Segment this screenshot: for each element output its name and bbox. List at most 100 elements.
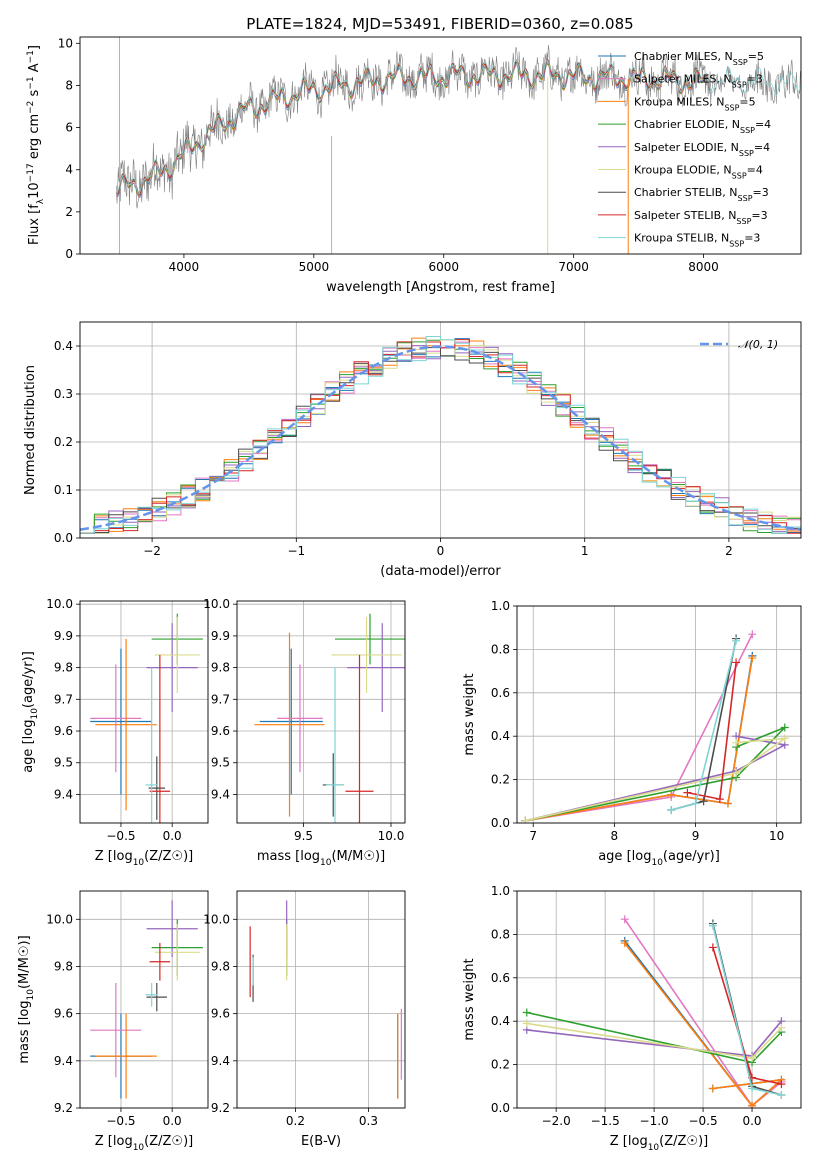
x-tick-label: 6000: [428, 260, 459, 274]
legend-label: Kroupa STELIB, NSSP=3: [634, 232, 760, 249]
y-tick-label: 0.6: [491, 971, 510, 985]
y-tick-label: 0: [65, 247, 73, 261]
chart-age-vs-metallicity: −0.5 0.09.49.59.69.79.89.910.0Z [log10(Z/…: [21, 597, 209, 868]
x-axis-label: E(B-V): [301, 1134, 341, 1149]
label-sub: 10: [133, 1143, 145, 1153]
axes-frame: [79, 36, 802, 255]
plot-area: [249, 900, 402, 1099]
data-point-marker: [708, 1084, 717, 1093]
figure-title: PLATE=1824, MJD=53491, FIBERID=0360, z=0…: [246, 15, 633, 33]
label-text: (age/yr)]: [21, 651, 36, 708]
data-point-marker: [691, 799, 700, 808]
legend-text: =3: [753, 186, 769, 199]
data-point-marker: [708, 943, 717, 952]
y-tick-label: 9.8: [54, 661, 73, 675]
plot-area: [90, 613, 203, 823]
y-axis-label: mass [log10(M/M☉)]: [17, 935, 36, 1063]
legend-text: =4: [754, 141, 770, 154]
data-point-marker: [748, 1084, 757, 1093]
x-tick-label: −0.5: [688, 1114, 717, 1128]
label-text: Z [log: [95, 849, 133, 864]
data-point-marker: [708, 921, 717, 930]
plot-area: [254, 613, 405, 823]
legend-label: Salpeter MILES, NSSP=3: [634, 73, 763, 90]
y-tick-label: 9.6: [211, 724, 230, 738]
x-tick-label: 10: [769, 829, 784, 843]
chart-age-vs-mass: 9.5 10.0 9.4 9.5 9.6 9.7 9.8 9.9 10.0 mass [log10…: [203, 597, 406, 868]
y-tick-label: 0.2: [491, 1058, 510, 1072]
y-tick-label: 9.7: [211, 692, 230, 706]
legend-sub: SSP: [729, 239, 744, 248]
legend-sub: SSP: [738, 194, 753, 203]
legend-sub: SSP: [732, 80, 747, 89]
y-tick-label: 10: [58, 36, 73, 50]
series-line: [524, 737, 788, 822]
label-sub: 10: [648, 1143, 660, 1153]
plot-area: [522, 915, 786, 1108]
x-tick-label: 0.0: [163, 829, 182, 843]
y-tick-label: 0.0: [54, 531, 73, 545]
chart-spectrum: 4000 5000 6000 7000 8000 0 2 4 6 8 10 wavelength [A…: [26, 36, 802, 295]
legend-text: Salpeter MILES, N: [634, 73, 732, 86]
y-tick-label: 9.8: [54, 959, 73, 973]
legend-label: Kroupa ELODIE, NSSP=4: [634, 164, 763, 181]
label-sub: 10: [651, 858, 663, 868]
x-tick-label: −1.5: [591, 1114, 620, 1128]
y-tick-label: 0.4: [491, 729, 510, 743]
data-point-marker: [777, 1090, 786, 1099]
data-point-marker: [732, 636, 741, 645]
legend-label: Chabrier ELODIE, NSSP=4: [634, 118, 771, 135]
y-tick-label: 9.5: [54, 756, 73, 770]
label-sub: 10: [26, 989, 36, 1001]
label-text: (Z/Z☉)]: [659, 1134, 708, 1149]
label-sub: 10: [133, 858, 145, 868]
spectrum-model-line: [116, 61, 711, 194]
x-axis-label: Z [log10(Z/Z☉)]: [95, 1134, 193, 1153]
data-point-marker: [521, 816, 530, 823]
label-text: s: [27, 89, 42, 100]
chart-mass-vs-ebv: 0.2 0.3 9.2 9.4 9.6 9.8 10.0 E(B-V): [203, 890, 406, 1149]
data-point-marker: [748, 1101, 757, 1108]
x-axis-label: Z [log10(Z/Z☉)]: [95, 849, 193, 868]
legend-text: Chabrier MILES, N: [634, 50, 733, 63]
label-text: Z [log: [95, 1134, 133, 1149]
x-tick-label: −0.5: [106, 829, 135, 843]
label-text: erg cm: [27, 114, 42, 163]
legend-text: Kroupa ELODIE, N: [634, 164, 732, 177]
histogram-step-line: [80, 347, 801, 534]
y-tick-label: 6: [65, 121, 73, 135]
y-tick-label: 9.8: [211, 661, 230, 675]
data-point-marker: [732, 658, 741, 667]
x-tick-label: −2.0: [542, 1114, 571, 1128]
data-point-marker: [620, 915, 629, 924]
legend-label: Salpeter STELIB, NSSP=3: [634, 209, 768, 226]
x-tick-label: 7: [529, 829, 537, 843]
data-point-marker: [732, 769, 741, 778]
x-axis-label: wavelength [Angstrom, rest frame]: [326, 280, 555, 295]
y-tick-label: 9.4: [54, 787, 73, 801]
y-tick-label: 9.9: [54, 629, 73, 643]
data-point-marker: [667, 790, 676, 799]
axes-frame: [79, 600, 209, 824]
label-text: Z [log: [610, 1134, 648, 1149]
data-point-marker: [667, 805, 676, 814]
histogram-step-line: [80, 336, 801, 534]
y-tick-label: 9.8: [211, 959, 230, 973]
spectrum-model-line: [116, 59, 711, 196]
y-tick-label: 10.0: [203, 912, 230, 926]
legend-text: Salpeter STELIB, N: [634, 209, 736, 222]
y-axis-label: Normed distribution: [23, 365, 38, 495]
chart-mass-vs-metallicity: −0.5 0.09.29.49.69.810.0Z [log10(Z/Z☉)]ma…: [17, 890, 209, 1153]
y-axis-label: mass weight: [462, 958, 477, 1040]
label-text: Flux [f: [27, 204, 42, 245]
x-axis-label: mass [log10(M/M☉)]: [257, 849, 385, 868]
data-point-marker: [748, 630, 757, 639]
label-sub: 10: [320, 858, 332, 868]
y-tick-label: 9.5: [211, 756, 230, 770]
y-tick-label: 0.4: [491, 1014, 510, 1028]
y-tick-label: 9.2: [211, 1101, 230, 1115]
y-tick-label: 0.0: [491, 816, 510, 830]
legend-text: Kroupa MILES, N: [634, 95, 724, 108]
series-line: [524, 657, 754, 822]
